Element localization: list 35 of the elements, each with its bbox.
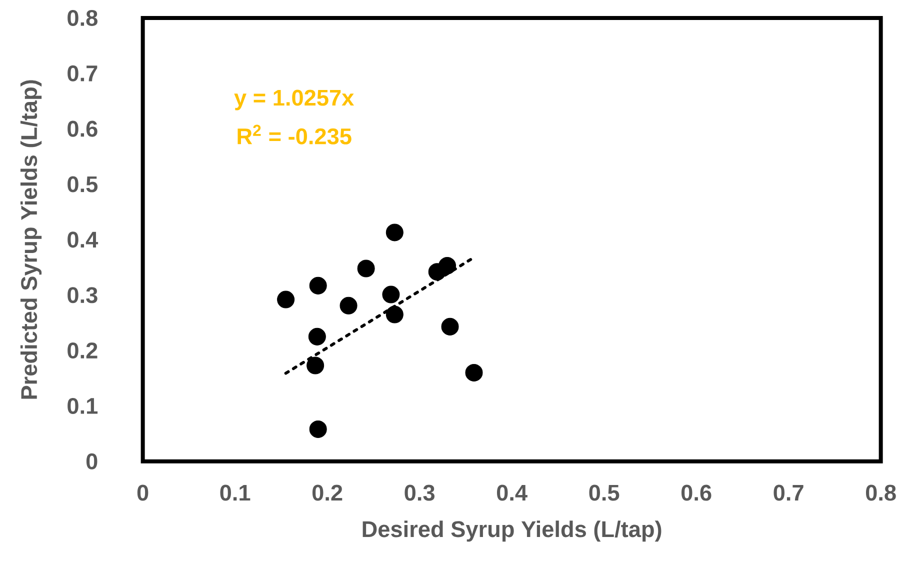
point — [340, 296, 358, 314]
y-tick-label: 0.7 — [68, 65, 98, 82]
y-tick-label: 0.5 — [68, 176, 98, 192]
x-tick-label: 0.6 — [681, 484, 712, 501]
y-tick-label: 0.6 — [68, 120, 98, 137]
point — [465, 364, 483, 382]
x-tick-label: 0.8 — [866, 484, 896, 501]
point — [308, 328, 326, 346]
point — [309, 420, 327, 438]
y-tick-label: 0.3 — [68, 286, 98, 304]
y-tick-label: 0.2 — [68, 342, 98, 358]
y-tick-label: 0 — [86, 453, 98, 470]
x-tick-label: 0.2 — [312, 484, 342, 501]
y-axis-title: Predicted Syrup Yields (L/tap) — [20, 80, 42, 399]
y-tick-label: 0.1 — [68, 398, 98, 414]
x-tick-label: 0.1 — [220, 484, 250, 501]
point — [277, 290, 295, 308]
x-axis-title: Desired Syrup Yields (L/tap) — [362, 520, 662, 542]
point — [441, 318, 459, 336]
x-tick-label: 0.4 — [496, 484, 528, 501]
point — [438, 256, 456, 274]
point — [382, 286, 400, 304]
point — [357, 260, 375, 278]
x-tick-label: 0.5 — [589, 484, 620, 501]
x-tick-label: 0.7 — [774, 484, 804, 501]
annotation: R$^{2}$ = -0.235 — [238, 124, 352, 144]
point — [386, 224, 404, 242]
y-tick-label: 0.8 — [68, 10, 98, 26]
x-tick-label: 0.3 — [404, 484, 434, 501]
point — [306, 356, 324, 374]
y-tick-label: 0.4 — [68, 232, 98, 248]
point — [386, 306, 404, 324]
x-tick-label: 0 — [137, 484, 148, 501]
point — [309, 276, 327, 294]
annotation: y = 1.0257x — [234, 90, 354, 110]
